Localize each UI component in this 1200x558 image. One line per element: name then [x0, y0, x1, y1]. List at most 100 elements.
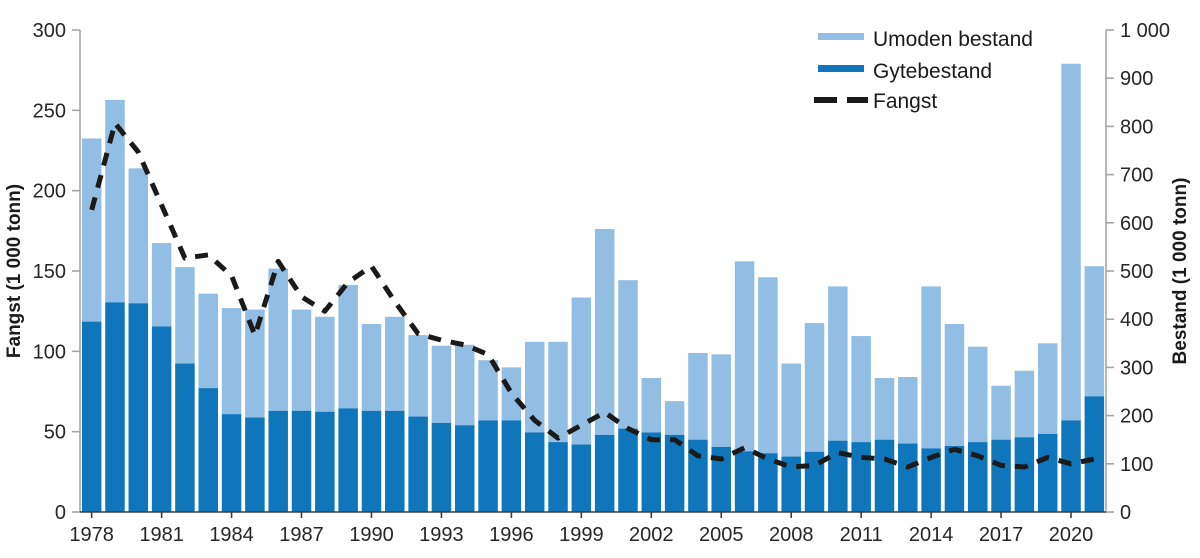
x-axis-year-label: 1999: [559, 524, 604, 546]
bar-umoden-2015: [944, 324, 965, 446]
right-axis-tick-label: 0: [1120, 502, 1131, 524]
bar-umoden-2020: [1061, 63, 1081, 421]
left-axis-title: Fangst (1 000 tonn): [4, 184, 25, 358]
bar-umoden-2016: [968, 346, 988, 443]
bar-umoden-2010: [828, 286, 848, 441]
bar-gytebestand-1986: [268, 410, 288, 512]
legend-label-umoden: Umoden bestand: [873, 28, 1033, 51]
bar-umoden-2005: [711, 354, 731, 447]
left-axis-tick-label: 0: [55, 502, 66, 524]
bar-gytebestand-1978: [81, 321, 102, 512]
bar-gytebestand-1987: [291, 410, 312, 512]
left-axis-tick-label: 100: [33, 341, 66, 363]
bar-umoden-2007: [758, 277, 778, 454]
bar-umoden-1996: [501, 367, 522, 421]
bar-umoden-2011: [851, 336, 871, 443]
bar-umoden-1989: [338, 284, 358, 409]
bar-umoden-2019: [1037, 343, 1058, 434]
legend-swatch-umoden: [818, 33, 864, 40]
bar-umoden-2012: [874, 378, 895, 440]
bar-umoden-2017: [991, 385, 1011, 440]
bar-umoden-1990: [361, 324, 382, 411]
x-axis-year-label: 2011: [840, 524, 883, 546]
right-axis-tick-label: 700: [1120, 165, 1153, 187]
bar-umoden-1978: [81, 138, 102, 322]
bar-gytebestand-2019: [1037, 433, 1058, 512]
bar-umoden-2021: [1084, 266, 1105, 397]
legend-swatch-gytebestand: [818, 65, 864, 72]
bar-gytebestand-1982: [175, 363, 195, 512]
right-axis-tick-label: 500: [1120, 261, 1153, 283]
bar-gytebestand-2003: [664, 434, 685, 512]
x-axis-year-label: 1987: [279, 524, 324, 546]
bar-umoden-1993: [431, 345, 452, 423]
left-axis-tick-label: 200: [33, 181, 66, 203]
bar-umoden-2014: [921, 286, 941, 449]
bar-umoden-1998: [548, 341, 568, 443]
bar-gytebestand-2009: [804, 451, 825, 512]
bar-umoden-2002: [641, 378, 662, 433]
x-axis-year-label: 2008: [769, 524, 814, 546]
bar-gytebestand-1990: [361, 410, 382, 512]
bar-gytebestand-2017: [991, 439, 1011, 512]
bar-gytebestand-2012: [874, 439, 895, 512]
right-axis-tick-label: 800: [1120, 116, 1153, 138]
bar-umoden-2003: [664, 401, 685, 435]
bar-gytebestand-1991: [385, 410, 405, 512]
bar-umoden-1980: [128, 168, 149, 304]
right-axis-title: Bestand (1 000 tonn): [1170, 178, 1191, 365]
bar-gytebestand-2004: [688, 439, 708, 512]
bar-umoden-1997: [524, 341, 545, 433]
bar-gytebestand-2002: [641, 432, 662, 512]
fangst-line-layer: [89, 120, 1095, 470]
bar-umoden-1986: [268, 268, 288, 411]
bar-gytebestand-2006: [734, 451, 755, 512]
bar-umoden-2013: [898, 377, 918, 444]
bar-gytebestand-1981: [151, 326, 172, 512]
bar-gytebestand-1994: [455, 425, 475, 512]
fangst-line: [89, 120, 1095, 470]
legend-label-fangst: Fangst: [873, 90, 937, 113]
bar-umoden-2009: [804, 323, 825, 452]
bar-umoden-1982: [175, 267, 195, 364]
x-axis-year-label: 1993: [419, 524, 464, 546]
left-axis-tick-label: 250: [33, 100, 66, 122]
bar-gytebestand-2016: [968, 442, 988, 512]
bar-gytebestand-2008: [781, 456, 801, 512]
x-axis-year-label: 1996: [489, 524, 534, 546]
bar-gytebestand-1980: [128, 303, 149, 512]
bar-umoden-1987: [291, 309, 312, 411]
bar-umoden-1995: [478, 360, 498, 421]
bar-gytebestand-1983: [198, 388, 218, 512]
bar-umoden-1979: [105, 99, 125, 303]
right-axis-tick-label: 300: [1120, 357, 1153, 379]
bar-gytebestand-1999: [571, 444, 592, 512]
right-axis-tick-label: 1 000: [1120, 20, 1170, 42]
bar-gytebestand-2011: [851, 442, 871, 512]
bar-gytebestand-1988: [315, 411, 335, 512]
bar-gytebestand-2018: [1014, 437, 1035, 512]
bar-umoden-2018: [1014, 370, 1035, 438]
bar-gytebestand-2000: [594, 434, 615, 512]
bar-umoden-1991: [385, 316, 405, 411]
bar-gytebestand-1989: [338, 408, 358, 512]
x-axis-year-label: 2017: [979, 524, 1024, 546]
bar-gytebestand-2013: [898, 443, 918, 512]
bar-gytebestand-1996: [501, 420, 522, 512]
x-axis-year-label: 1981: [139, 524, 184, 546]
bar-gytebestand-2005: [711, 446, 731, 512]
bar-gytebestand-2021: [1084, 396, 1105, 512]
left-axis-tick-label: 150: [33, 261, 66, 283]
right-axis-tick-label: 600: [1120, 213, 1153, 235]
x-axis-year-label: 2020: [1049, 524, 1094, 546]
x-axis-year-label: 1990: [349, 524, 394, 546]
bar-umoden-2004: [688, 352, 708, 440]
bar-gytebestand-1984: [221, 414, 242, 512]
bar-umoden-1999: [571, 297, 592, 445]
right-axis-tick-label: 900: [1120, 68, 1153, 90]
bar-umoden-1984: [221, 308, 242, 415]
x-axis-year-label: 2002: [629, 524, 674, 546]
bar-gytebestand-2015: [944, 445, 965, 512]
bar-gytebestand-1997: [524, 432, 545, 512]
